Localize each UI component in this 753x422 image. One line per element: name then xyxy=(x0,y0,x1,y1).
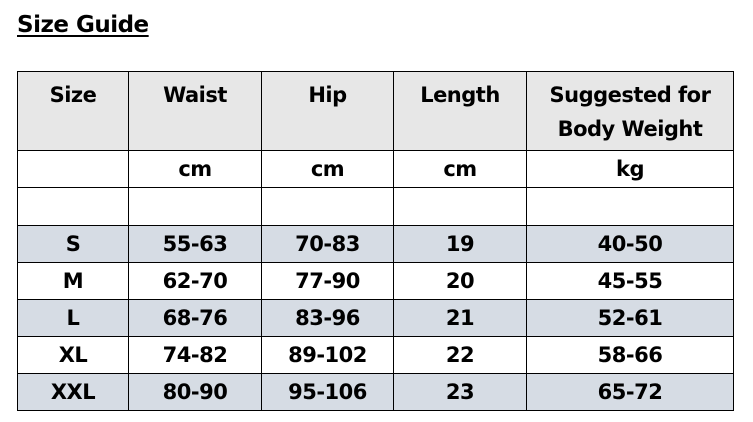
table-cell xyxy=(17,150,129,188)
page-title: Size Guide xyxy=(17,12,149,38)
table-cell: 21 xyxy=(393,299,527,337)
table-cell: 20 xyxy=(393,262,527,300)
table-cell: 83-96 xyxy=(261,299,394,337)
table-cell: kg xyxy=(526,150,734,188)
table-cell: 22 xyxy=(393,336,527,374)
table-cell: Waist xyxy=(128,71,262,151)
table-cell: Size xyxy=(17,71,129,151)
table-cell: cm xyxy=(261,150,394,188)
table-cell: 19 xyxy=(393,225,527,263)
size-table: Size Waist Hip Length Suggested for Body Wei… xyxy=(17,71,734,411)
table-cell: 55-63 xyxy=(128,225,262,263)
table-cell: XXL xyxy=(17,373,129,411)
table-cell xyxy=(17,187,129,226)
table-cell xyxy=(261,187,394,226)
table-cell: Length xyxy=(393,71,527,151)
table-cell: 80-90 xyxy=(128,373,262,411)
table-cell: 52-61 xyxy=(526,299,734,337)
table-cell: cm xyxy=(393,150,527,188)
table-cell: XL xyxy=(17,336,129,374)
table-row: M 62-70 77-90 20 45-55 xyxy=(17,262,734,300)
table-row: XL 74-82 89-102 22 58-66 xyxy=(17,336,734,374)
table-cell: S xyxy=(17,225,129,263)
table-cell: 40-50 xyxy=(526,225,734,263)
table-cell: Hip xyxy=(261,71,394,151)
table-cell: 74-82 xyxy=(128,336,262,374)
table-cell: 77-90 xyxy=(261,262,394,300)
table-cell: cm xyxy=(128,150,262,188)
table-cell: 58-66 xyxy=(526,336,734,374)
units-row: cm cm cm kg xyxy=(17,150,734,188)
table-cell: 23 xyxy=(393,373,527,411)
table-row: XXL 80-90 95-106 23 65-72 xyxy=(17,373,734,411)
blank-row xyxy=(17,187,734,226)
table-cell: 45-55 xyxy=(526,262,734,300)
table-cell: 62-70 xyxy=(128,262,262,300)
table-cell: 68-76 xyxy=(128,299,262,337)
table-cell: Suggested for Body Weight xyxy=(526,71,734,151)
header-row: Size Waist Hip Length Suggested for Body Wei… xyxy=(17,71,734,151)
table-cell: 70-83 xyxy=(261,225,394,263)
table-cell: 95-106 xyxy=(261,373,394,411)
table-cell xyxy=(526,187,734,226)
table-cell: M xyxy=(17,262,129,300)
table-row: L 68-76 83-96 21 52-61 xyxy=(17,299,734,337)
table-row: S 55-63 70-83 19 40-50 xyxy=(17,225,734,263)
table-cell xyxy=(393,187,527,226)
table-cell: L xyxy=(17,299,129,337)
table-cell: 65-72 xyxy=(526,373,734,411)
table-cell xyxy=(128,187,262,226)
table-cell: 89-102 xyxy=(261,336,394,374)
